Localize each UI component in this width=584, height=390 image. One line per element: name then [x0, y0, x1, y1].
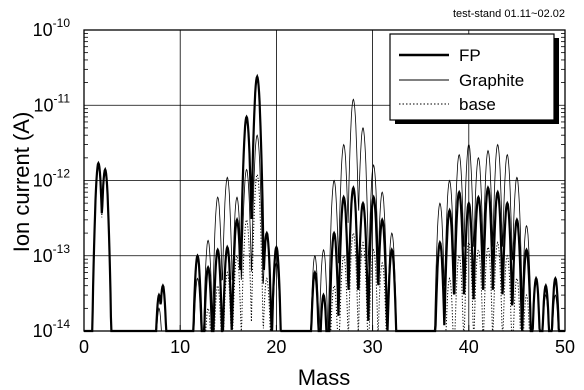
y-axis-label: Ion current (A): [9, 112, 34, 253]
legend-label-fp: FP: [459, 46, 481, 65]
series-line-fp: [84, 73, 565, 333]
y-tick-label: 10-13: [33, 242, 71, 266]
legend-box: [389, 33, 555, 121]
y-axis-ticks: 10-10 10-11 10-12 10-13 10-14: [33, 16, 565, 341]
x-axis-label: Mass: [298, 365, 351, 390]
y-tick-label: 10-11: [34, 91, 71, 115]
legend-label-graphite: Graphite: [459, 71, 524, 90]
x-tick-label: 10: [170, 337, 190, 357]
plot-area-frame: [83, 29, 566, 332]
y-tick-label: 10-12: [33, 167, 71, 191]
x-axis-ticks: 0 10 20 30 40 50: [79, 325, 575, 357]
legend-label-base: base: [459, 95, 496, 114]
x-tick-label: 20: [266, 337, 286, 357]
chart-annotation: test-stand 01.11~02.02: [453, 8, 565, 20]
x-tick-label: 40: [459, 337, 479, 357]
x-tick-label: 50: [555, 337, 575, 357]
x-tick-label: 30: [363, 337, 383, 357]
legend: FP Graphite base: [389, 33, 559, 124]
x-tick-label: 0: [79, 337, 89, 357]
y-tick-label: 10-10: [33, 16, 71, 40]
y-tick-label: 10-14: [33, 317, 71, 341]
